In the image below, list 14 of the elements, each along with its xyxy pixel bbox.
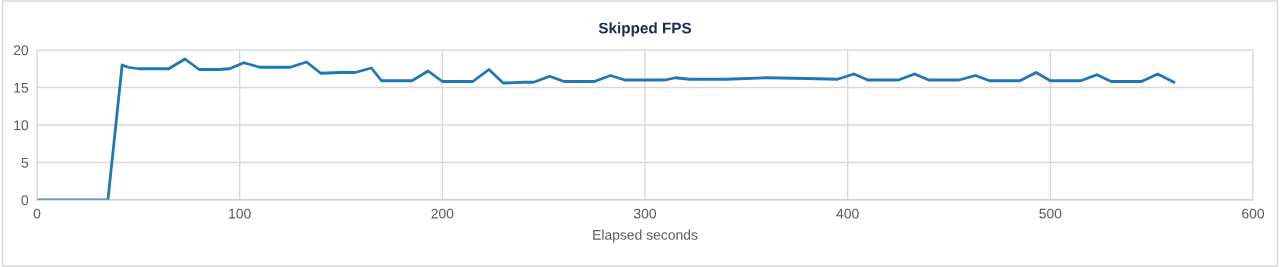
x-tick-label: 400 (836, 208, 859, 219)
x-tick-label: 300 (633, 208, 657, 219)
x-tick-label: 0 (33, 208, 41, 219)
x-tick-label: 200 (431, 208, 454, 219)
x-tick-label: 100 (229, 208, 251, 219)
y-tick-label: 5 (21, 157, 29, 168)
chart-title: Skipped FPS (598, 22, 692, 37)
y-tick-label: 0 (21, 195, 29, 206)
y-tick-label: 10 (14, 120, 29, 131)
x-tick-label: 500 (1039, 208, 1062, 219)
y-tick-label: 20 (13, 45, 29, 56)
x-tick-label: 600 (1242, 208, 1265, 219)
x-axis-title: Elapsed seconds (593, 229, 698, 243)
y-tick-label: 15 (14, 82, 29, 93)
